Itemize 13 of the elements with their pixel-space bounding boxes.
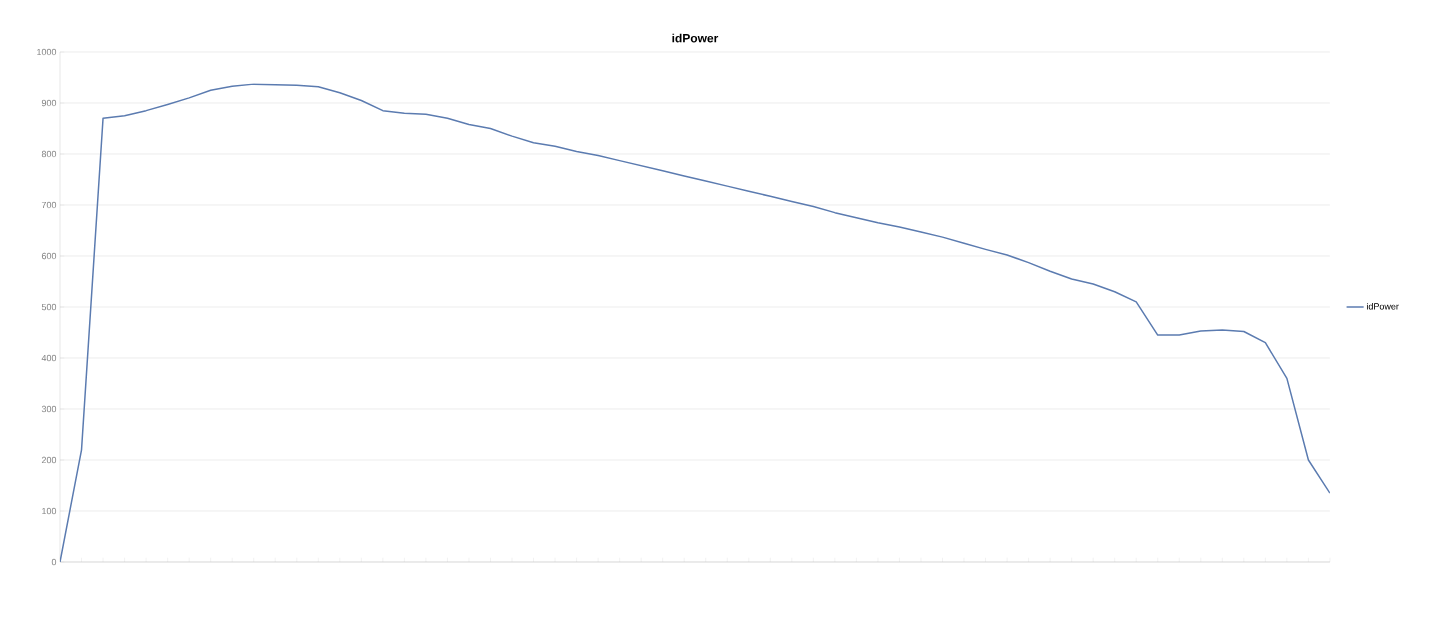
y-tick-label: 900	[41, 99, 57, 107]
y-tick-label: 500	[41, 303, 57, 311]
y-tick-label: 1000	[37, 48, 57, 56]
y-tick-label: 200	[41, 456, 57, 464]
y-tick-label: 700	[41, 201, 57, 209]
y-tick-label: 600	[41, 252, 57, 260]
legend-label: idPower	[1366, 302, 1399, 310]
y-tick-label: 400	[41, 354, 57, 362]
y-tick-label: 0	[51, 558, 57, 566]
y-tick-label: 300	[41, 405, 57, 413]
y-tick-label: 800	[41, 150, 57, 158]
chart-title: idPower	[672, 33, 719, 43]
y-tick-label: 100	[42, 507, 57, 515]
